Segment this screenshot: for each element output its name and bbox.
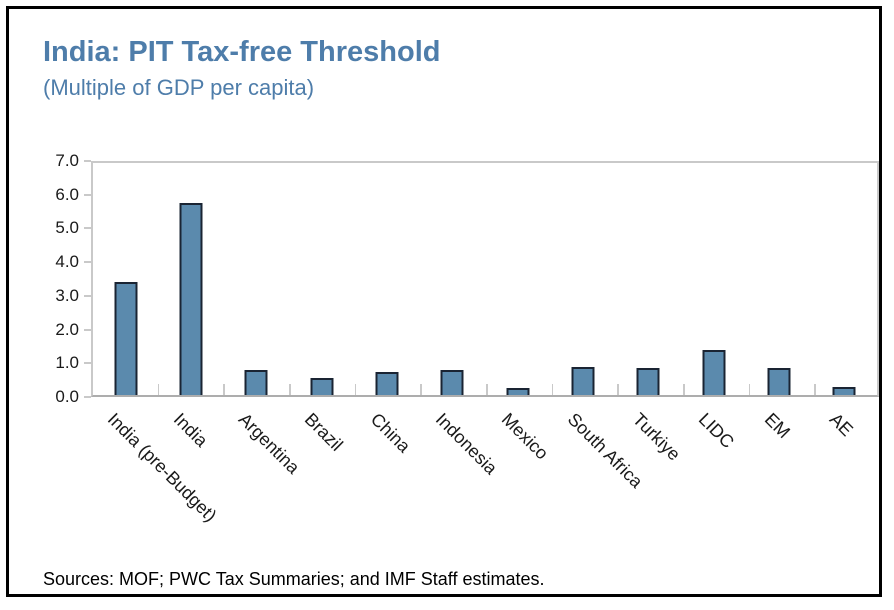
bar-Mexico: [506, 388, 530, 395]
bar-series: [93, 163, 877, 395]
x-axis-label-LIDC: LIDC: [694, 409, 739, 453]
x-tick-mark: [289, 384, 291, 395]
x-tick-mark: [814, 384, 816, 395]
x-axis-label-AE: AE: [825, 409, 857, 441]
x-axis-label-Argentina: Argentina: [234, 409, 304, 478]
y-axis-label: 7.0: [55, 151, 79, 170]
x-axis-label-China: China: [366, 409, 415, 457]
y-axis-label: 2.0: [55, 320, 79, 339]
x-tick-mark: [683, 384, 685, 395]
y-tick-mark: [84, 295, 91, 297]
x-tick-mark: [354, 384, 357, 395]
y-tick-mark: [84, 194, 91, 196]
bar-Brazil: [310, 378, 334, 395]
y-tick-mark: [84, 362, 91, 364]
y-axis-label: 4.0: [55, 252, 79, 271]
chart-title: India: PIT Tax-free Threshold: [43, 36, 441, 68]
bar-AE: [832, 387, 856, 395]
x-axis-label-India (pre-Budget): India (pre-Budget): [103, 409, 221, 526]
source-note: Sources: MOF; PWC Tax Summaries; and IMF…: [43, 569, 545, 589]
bar-India (pre-Budget): [114, 282, 138, 395]
x-axis-label-Brazil: Brazil: [300, 409, 347, 455]
y-axis-label: 6.0: [55, 185, 79, 204]
bar-column: [93, 163, 158, 395]
plot-area: [91, 161, 879, 397]
y-axis-label: 3.0: [55, 286, 79, 305]
bar-LIDC: [702, 350, 726, 395]
y-tick-mark: [84, 329, 91, 331]
y-axis-label: 5.0: [55, 218, 79, 237]
bar-column: [616, 163, 681, 395]
bar-column: [354, 163, 419, 395]
bar-column: [420, 163, 485, 395]
bar-Indonesia: [440, 370, 464, 395]
y-tick-mark: [84, 396, 91, 398]
x-tick-mark: [617, 384, 619, 395]
y-tick-mark: [84, 160, 91, 162]
bar-column: [224, 163, 289, 395]
bar-column: [681, 163, 746, 395]
x-axis-label-Mexico: Mexico: [497, 409, 553, 464]
x-axis-label-EM: EM: [760, 409, 795, 443]
x-axis-label-India: India: [169, 409, 212, 451]
x-tick-mark: [420, 384, 422, 395]
bar-South Africa: [571, 367, 595, 395]
y-axis-label: 0.0: [55, 387, 79, 406]
bar-China: [375, 372, 399, 395]
x-tick-mark: [157, 384, 160, 395]
bar-column: [158, 163, 223, 395]
y-tick-mark: [84, 261, 91, 263]
figure-frame: India: PIT Tax-free Threshold (Multiple …: [6, 6, 882, 597]
x-axis-label-Indonesia: Indonesia: [431, 409, 502, 479]
bar-column: [812, 163, 877, 395]
bar-column: [746, 163, 811, 395]
y-tick-mark: [84, 227, 91, 229]
x-axis-label-Turkiye: Turkiye: [628, 409, 685, 465]
chart-subtitle: (Multiple of GDP per capita): [43, 75, 315, 100]
bar-Turkiye: [636, 368, 660, 395]
x-tick-mark: [748, 384, 751, 395]
bar-Argentina: [244, 370, 268, 395]
y-axis-label: 1.0: [55, 353, 79, 372]
bar-EM: [767, 368, 791, 395]
bar-column: [289, 163, 354, 395]
x-tick-mark: [486, 384, 488, 395]
x-tick-mark: [223, 384, 225, 395]
bar-column: [485, 163, 550, 395]
x-tick-mark: [551, 384, 554, 395]
bar-India: [179, 203, 203, 395]
bar-column: [550, 163, 615, 395]
